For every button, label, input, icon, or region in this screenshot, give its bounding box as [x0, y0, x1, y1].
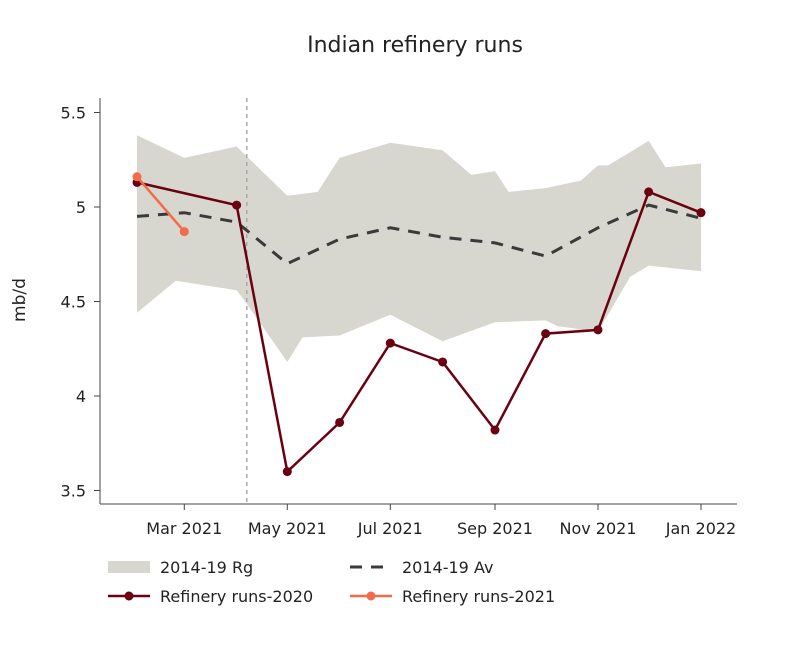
data-point: [593, 325, 603, 335]
x-tick-label: Jul 2021: [357, 519, 423, 538]
legend: 2014-19 Rg 2014-19 Av Refinery runs-2020 Re…: [108, 558, 555, 606]
y-axis-label: mb/d: [10, 278, 30, 322]
x-tick-label: Mar 2021: [146, 519, 222, 538]
data-point: [490, 425, 500, 435]
data-point: [335, 417, 345, 427]
x-tick-label: Sep 2021: [457, 519, 533, 538]
data-point: [438, 357, 448, 367]
legend-swatch: [108, 561, 150, 573]
legend-item: Refinery runs-2021: [350, 587, 555, 606]
x-tick-label: Jan 2022: [665, 519, 736, 538]
y-tick-label: 5.5: [61, 104, 86, 123]
data-point: [179, 227, 189, 237]
legend-item: 2014-19 Av: [350, 558, 493, 577]
data-point: [385, 338, 395, 348]
y-tick-label: 3.5: [61, 482, 86, 501]
data-point: [282, 467, 292, 477]
legend-marker: [366, 591, 376, 601]
legend-label: Refinery runs-2021: [402, 587, 555, 606]
legend-label: 2014-19 Av: [402, 558, 493, 577]
plot-area: [132, 98, 706, 504]
legend-marker: [124, 591, 134, 601]
series-line: [136, 203, 702, 266]
y-tick-label: 4: [76, 387, 86, 406]
series-line: [136, 175, 186, 233]
series-0: [136, 203, 702, 266]
series-1: [132, 177, 706, 477]
y-tick-label: 4.5: [61, 293, 86, 312]
axes: 3.5 4 4.5 5 5.5 Mar 2021 May 2021 Jul 2021 Sep 2…: [61, 98, 737, 538]
legend-item: 2014-19 Rg: [108, 558, 253, 577]
legend-label: 2014-19 Rg: [160, 558, 253, 577]
data-point: [644, 187, 654, 197]
legend-item: Refinery runs-2020: [108, 587, 313, 606]
x-tick-label: May 2021: [248, 519, 327, 538]
data-point: [541, 329, 551, 339]
data-point: [696, 208, 706, 218]
data-point: [232, 200, 242, 210]
range-band: [137, 135, 701, 362]
legend-label: Refinery runs-2020: [160, 587, 313, 606]
x-tick-label: Nov 2021: [559, 519, 636, 538]
series-2: [132, 172, 189, 237]
y-tick-label: 5: [76, 198, 86, 217]
chart-title: Indian refinery runs: [307, 33, 523, 58]
data-point: [132, 172, 142, 182]
